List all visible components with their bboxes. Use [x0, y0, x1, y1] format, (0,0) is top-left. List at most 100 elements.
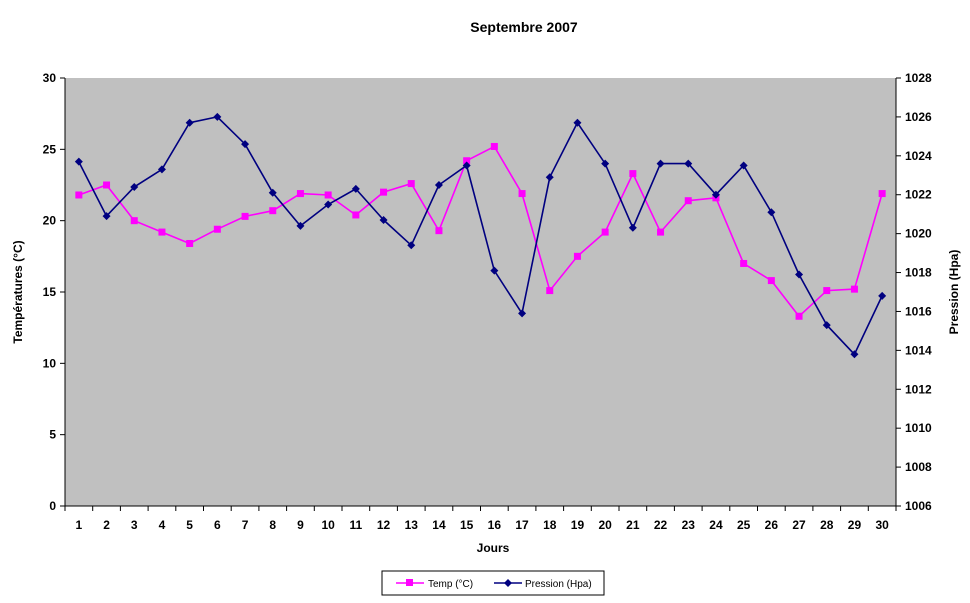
pressure-point — [490, 266, 499, 275]
series-line-pressure — [78, 116, 883, 356]
right-tick-label: 1008 — [905, 460, 932, 474]
temp-point — [518, 190, 526, 198]
x-tick-label: 22 — [654, 518, 668, 532]
legend: Temp (°C) Pression (Hpa) — [381, 570, 605, 596]
x-tick-label: 10 — [321, 518, 335, 532]
pressure-point — [573, 118, 582, 127]
y2-axis-label: Pression (Hpa) — [947, 250, 961, 335]
x-tick-label: 12 — [377, 518, 391, 532]
right-tick-label: 1026 — [905, 110, 932, 124]
series-layer — [74, 112, 887, 359]
temp-point — [740, 259, 748, 267]
pressure-point — [462, 161, 471, 170]
x-tick-label: 24 — [709, 518, 723, 532]
left-tick-label: 15 — [43, 285, 57, 299]
pressure-point — [324, 200, 333, 209]
temp-point — [878, 190, 886, 198]
x-tick-label: 20 — [598, 518, 612, 532]
pressure-point — [213, 112, 222, 121]
pressure-point — [434, 181, 443, 189]
pressure-point — [767, 208, 776, 217]
temp-point — [629, 170, 637, 178]
temp-point — [435, 227, 443, 235]
right-tick-label: 1010 — [905, 421, 932, 435]
x-tick-label: 7 — [242, 518, 249, 532]
temp-point — [269, 207, 277, 215]
temp-point — [158, 228, 166, 236]
temp-point — [850, 285, 858, 293]
series-line-temp — [78, 145, 883, 318]
x-tick-label: 23 — [682, 518, 696, 532]
pressure-point — [656, 159, 665, 168]
left-axis: 0 5 10 15 20 25 30 — [43, 71, 65, 513]
left-tick-label: 0 — [49, 499, 56, 513]
pressure-point — [102, 212, 111, 221]
right-tick-label: 1006 — [905, 499, 932, 513]
temp-point — [657, 228, 665, 236]
pressure-point — [241, 140, 250, 149]
temp-point — [795, 312, 803, 320]
legend-pressure-marker — [504, 579, 512, 587]
legend-temp-label: Temp (°C) — [428, 579, 473, 590]
x-tick-label: 15 — [460, 518, 474, 532]
left-tick-label: 5 — [49, 428, 56, 442]
pressure-point — [850, 350, 859, 359]
temp-point — [684, 197, 692, 205]
pressure-point — [185, 118, 194, 127]
x-axis: 1 2 3 4 5 6 7 8 9 10 11 12 13 14 15 16 17 18 19 20 21 22 23 24 2… — [64, 506, 897, 532]
x-tick-label: 9 — [297, 518, 304, 532]
pressure-point — [296, 221, 305, 230]
x-tick-label: 8 — [269, 518, 276, 532]
pressure-point — [739, 161, 748, 170]
temp-point — [767, 277, 775, 285]
plot-area — [65, 78, 896, 506]
temp-point — [546, 287, 554, 295]
legend-temp-marker — [406, 579, 413, 586]
temp-point — [213, 225, 221, 233]
x-axis-label: Jours — [477, 541, 510, 555]
temp-point — [601, 228, 609, 236]
pressure-point — [684, 159, 693, 168]
left-tick-label: 25 — [43, 142, 57, 156]
x-tick-label: 11 — [350, 518, 363, 532]
pressure-point — [628, 223, 637, 232]
temp-point — [75, 191, 83, 199]
legend-pressure-label: Pression (Hpa) — [525, 579, 592, 590]
chart-title: Septembre 2007 — [470, 19, 578, 35]
pressure-point — [351, 184, 360, 193]
x-tick-label: 13 — [405, 518, 419, 532]
x-tick-label: 2 — [103, 518, 110, 532]
right-tick-label: 1024 — [905, 149, 932, 163]
pressure-point — [545, 173, 554, 182]
pressure-point — [518, 309, 527, 318]
right-tick-label: 1012 — [905, 382, 932, 396]
x-tick-label: 17 — [515, 518, 529, 532]
x-tick-label: 26 — [765, 518, 779, 532]
right-tick-label: 1014 — [905, 343, 932, 357]
x-tick-label: 21 — [626, 518, 640, 532]
left-tick-label: 30 — [43, 71, 57, 85]
x-tick-label: 5 — [186, 518, 193, 532]
right-tick-label: 1020 — [905, 227, 932, 241]
pressure-point — [130, 182, 139, 191]
x-tick-label: 27 — [792, 518, 806, 532]
right-tick-label: 1018 — [905, 266, 932, 280]
x-tick-label: 29 — [848, 518, 862, 532]
temp-point — [407, 180, 415, 188]
x-tick-label: 14 — [432, 518, 446, 532]
temp-point — [823, 287, 831, 295]
pressure-point — [711, 190, 720, 199]
x-tick-label: 6 — [214, 518, 221, 532]
pressure-point — [74, 157, 83, 166]
x-tick-label: 18 — [543, 518, 557, 532]
temp-point — [573, 252, 581, 260]
x-tick-label: 16 — [488, 518, 502, 532]
pressure-point — [822, 321, 831, 330]
temp-point — [130, 217, 138, 225]
y-axis-label: Températures (°C) — [11, 240, 25, 343]
left-tick-label: 20 — [43, 214, 57, 228]
pressure-point — [379, 216, 388, 225]
pressure-point — [407, 241, 416, 250]
temp-point — [380, 188, 388, 196]
